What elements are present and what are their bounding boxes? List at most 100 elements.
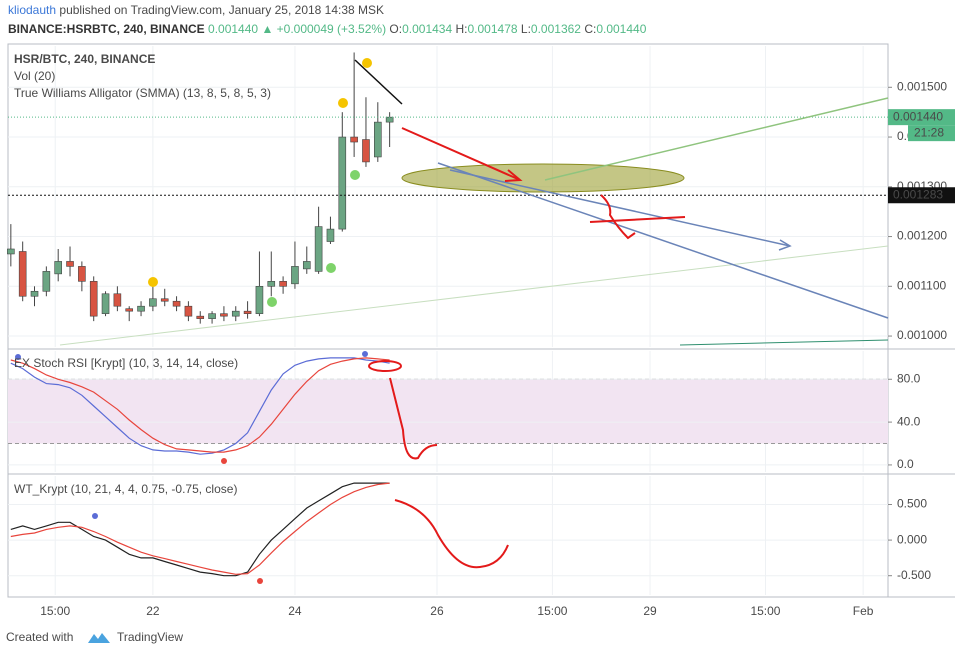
y-tick-label: 0.001000 bbox=[897, 328, 947, 342]
candle-body bbox=[231, 310, 240, 317]
candle-body bbox=[184, 305, 193, 317]
x-tick-label: 15:00 bbox=[750, 604, 780, 618]
signal-dot bbox=[148, 277, 158, 287]
c-value: 0.001440 bbox=[596, 22, 646, 36]
candle-body bbox=[137, 305, 145, 312]
annotations bbox=[15, 58, 889, 584]
series-line bbox=[10, 482, 390, 575]
change: ▲ +0.000049 (+3.52%) bbox=[261, 22, 386, 36]
trend-line bbox=[354, 59, 403, 105]
c-label: C: bbox=[584, 22, 596, 36]
y-tick-label: 0.001500 bbox=[897, 79, 947, 93]
legend-item: Vol (20) bbox=[14, 69, 55, 83]
candle-body bbox=[78, 266, 86, 282]
candle-body bbox=[42, 271, 51, 292]
header-line: kliodauth published on TradingView.com, … bbox=[8, 3, 384, 17]
footer: Created with TradingView bbox=[6, 630, 183, 644]
candle-body bbox=[66, 261, 74, 267]
candle-body bbox=[101, 293, 110, 314]
last-price-tag bbox=[888, 109, 955, 126]
x-tick-label: 24 bbox=[288, 604, 302, 618]
y-tick-label: 0.000 bbox=[897, 532, 927, 546]
scribble bbox=[394, 499, 509, 569]
signal-dot bbox=[267, 297, 277, 307]
band bbox=[8, 379, 888, 444]
countdown-tag bbox=[908, 125, 955, 142]
symbol: BINANCE:HSRBTC, 240, BINANCE bbox=[8, 22, 205, 36]
y-tick-label: 0.0 bbox=[897, 457, 914, 471]
y-tick-label: 0.001200 bbox=[897, 229, 947, 243]
footer-text: Created with bbox=[6, 630, 73, 644]
series-line bbox=[10, 357, 390, 455]
candle-body bbox=[196, 315, 205, 319]
candle-body bbox=[160, 298, 169, 302]
legend-item: True Williams Alligator (SMMA) (13, 8, 5… bbox=[14, 86, 271, 100]
x-tick-label: 29 bbox=[643, 604, 657, 618]
candle-body bbox=[385, 116, 394, 123]
ellipse bbox=[401, 163, 685, 193]
chart-layers: 15:00 22 24 26 15:00 29 15:00 Feb 0.001500 0.0014… bbox=[7, 46, 955, 618]
scribble bbox=[600, 194, 636, 240]
trend-line bbox=[437, 162, 889, 319]
candle-body bbox=[338, 136, 347, 230]
x-tick-label: 15:00 bbox=[40, 604, 70, 618]
x-tick-label: 26 bbox=[430, 604, 444, 618]
series-line bbox=[10, 482, 390, 577]
trend-line bbox=[679, 339, 889, 346]
last: 0.001440 bbox=[208, 22, 258, 36]
candle-body bbox=[302, 261, 311, 270]
signal-dot bbox=[338, 98, 348, 108]
candle-body bbox=[208, 313, 216, 319]
candle-body bbox=[30, 290, 39, 297]
candle-body bbox=[113, 293, 122, 307]
signal-dot bbox=[15, 354, 21, 360]
level-label: 0.001283 bbox=[893, 187, 943, 201]
pane-title: WT_Krypt (10, 21, 4, 4, 0.75, -0.75, clo… bbox=[14, 482, 237, 496]
signal-dot bbox=[362, 58, 372, 68]
o-value: 0.001434 bbox=[402, 22, 452, 36]
published: published on TradingView.com, January 25… bbox=[59, 3, 384, 17]
candle-body bbox=[18, 251, 27, 297]
candle-body bbox=[291, 266, 299, 285]
candle-body bbox=[172, 300, 181, 307]
h-label: H: bbox=[456, 22, 468, 36]
candle-body bbox=[220, 313, 228, 317]
signal-dot bbox=[221, 458, 227, 464]
arrow bbox=[401, 127, 521, 181]
l-value: 0.001362 bbox=[531, 22, 581, 36]
candle-body bbox=[374, 121, 382, 158]
candle-body bbox=[149, 298, 157, 307]
y-tick-label: 0.001100 bbox=[897, 278, 946, 292]
y-tick-label: -0.500 bbox=[897, 568, 931, 582]
y-tick-label: 80.0 bbox=[897, 371, 921, 385]
y-tick-label: 40.0 bbox=[897, 414, 921, 428]
signal-dot bbox=[92, 513, 98, 519]
scribble bbox=[389, 377, 438, 460]
candle-body bbox=[326, 228, 335, 242]
pane-title: HSR/BTC, 240, BINANCE bbox=[14, 52, 155, 66]
h-value: 0.001478 bbox=[468, 22, 518, 36]
candle-body bbox=[243, 310, 252, 314]
pane-title: EX Stoch RSI [Krypt] (10, 3, 14, 14, clo… bbox=[14, 356, 238, 370]
candle-body bbox=[125, 308, 134, 312]
candle-body bbox=[54, 261, 62, 275]
candle-body bbox=[267, 281, 276, 287]
scribble bbox=[589, 216, 686, 223]
footer-brand[interactable]: TradingView bbox=[117, 630, 183, 644]
y-tick-label: 0.500 bbox=[897, 497, 927, 511]
countdown-label: 21:28 bbox=[914, 125, 944, 139]
x-tick-label: Feb bbox=[853, 604, 874, 618]
arrow-head bbox=[778, 239, 792, 251]
trend-line bbox=[59, 245, 889, 346]
candle-body bbox=[314, 226, 323, 272]
arrow-head bbox=[504, 169, 523, 182]
trend-line bbox=[544, 97, 889, 181]
signal-dot bbox=[257, 578, 263, 584]
scribble bbox=[368, 360, 402, 372]
candle-body bbox=[255, 286, 264, 314]
candle-body bbox=[350, 136, 358, 143]
arrow bbox=[449, 169, 791, 247]
series-line bbox=[10, 357, 390, 453]
